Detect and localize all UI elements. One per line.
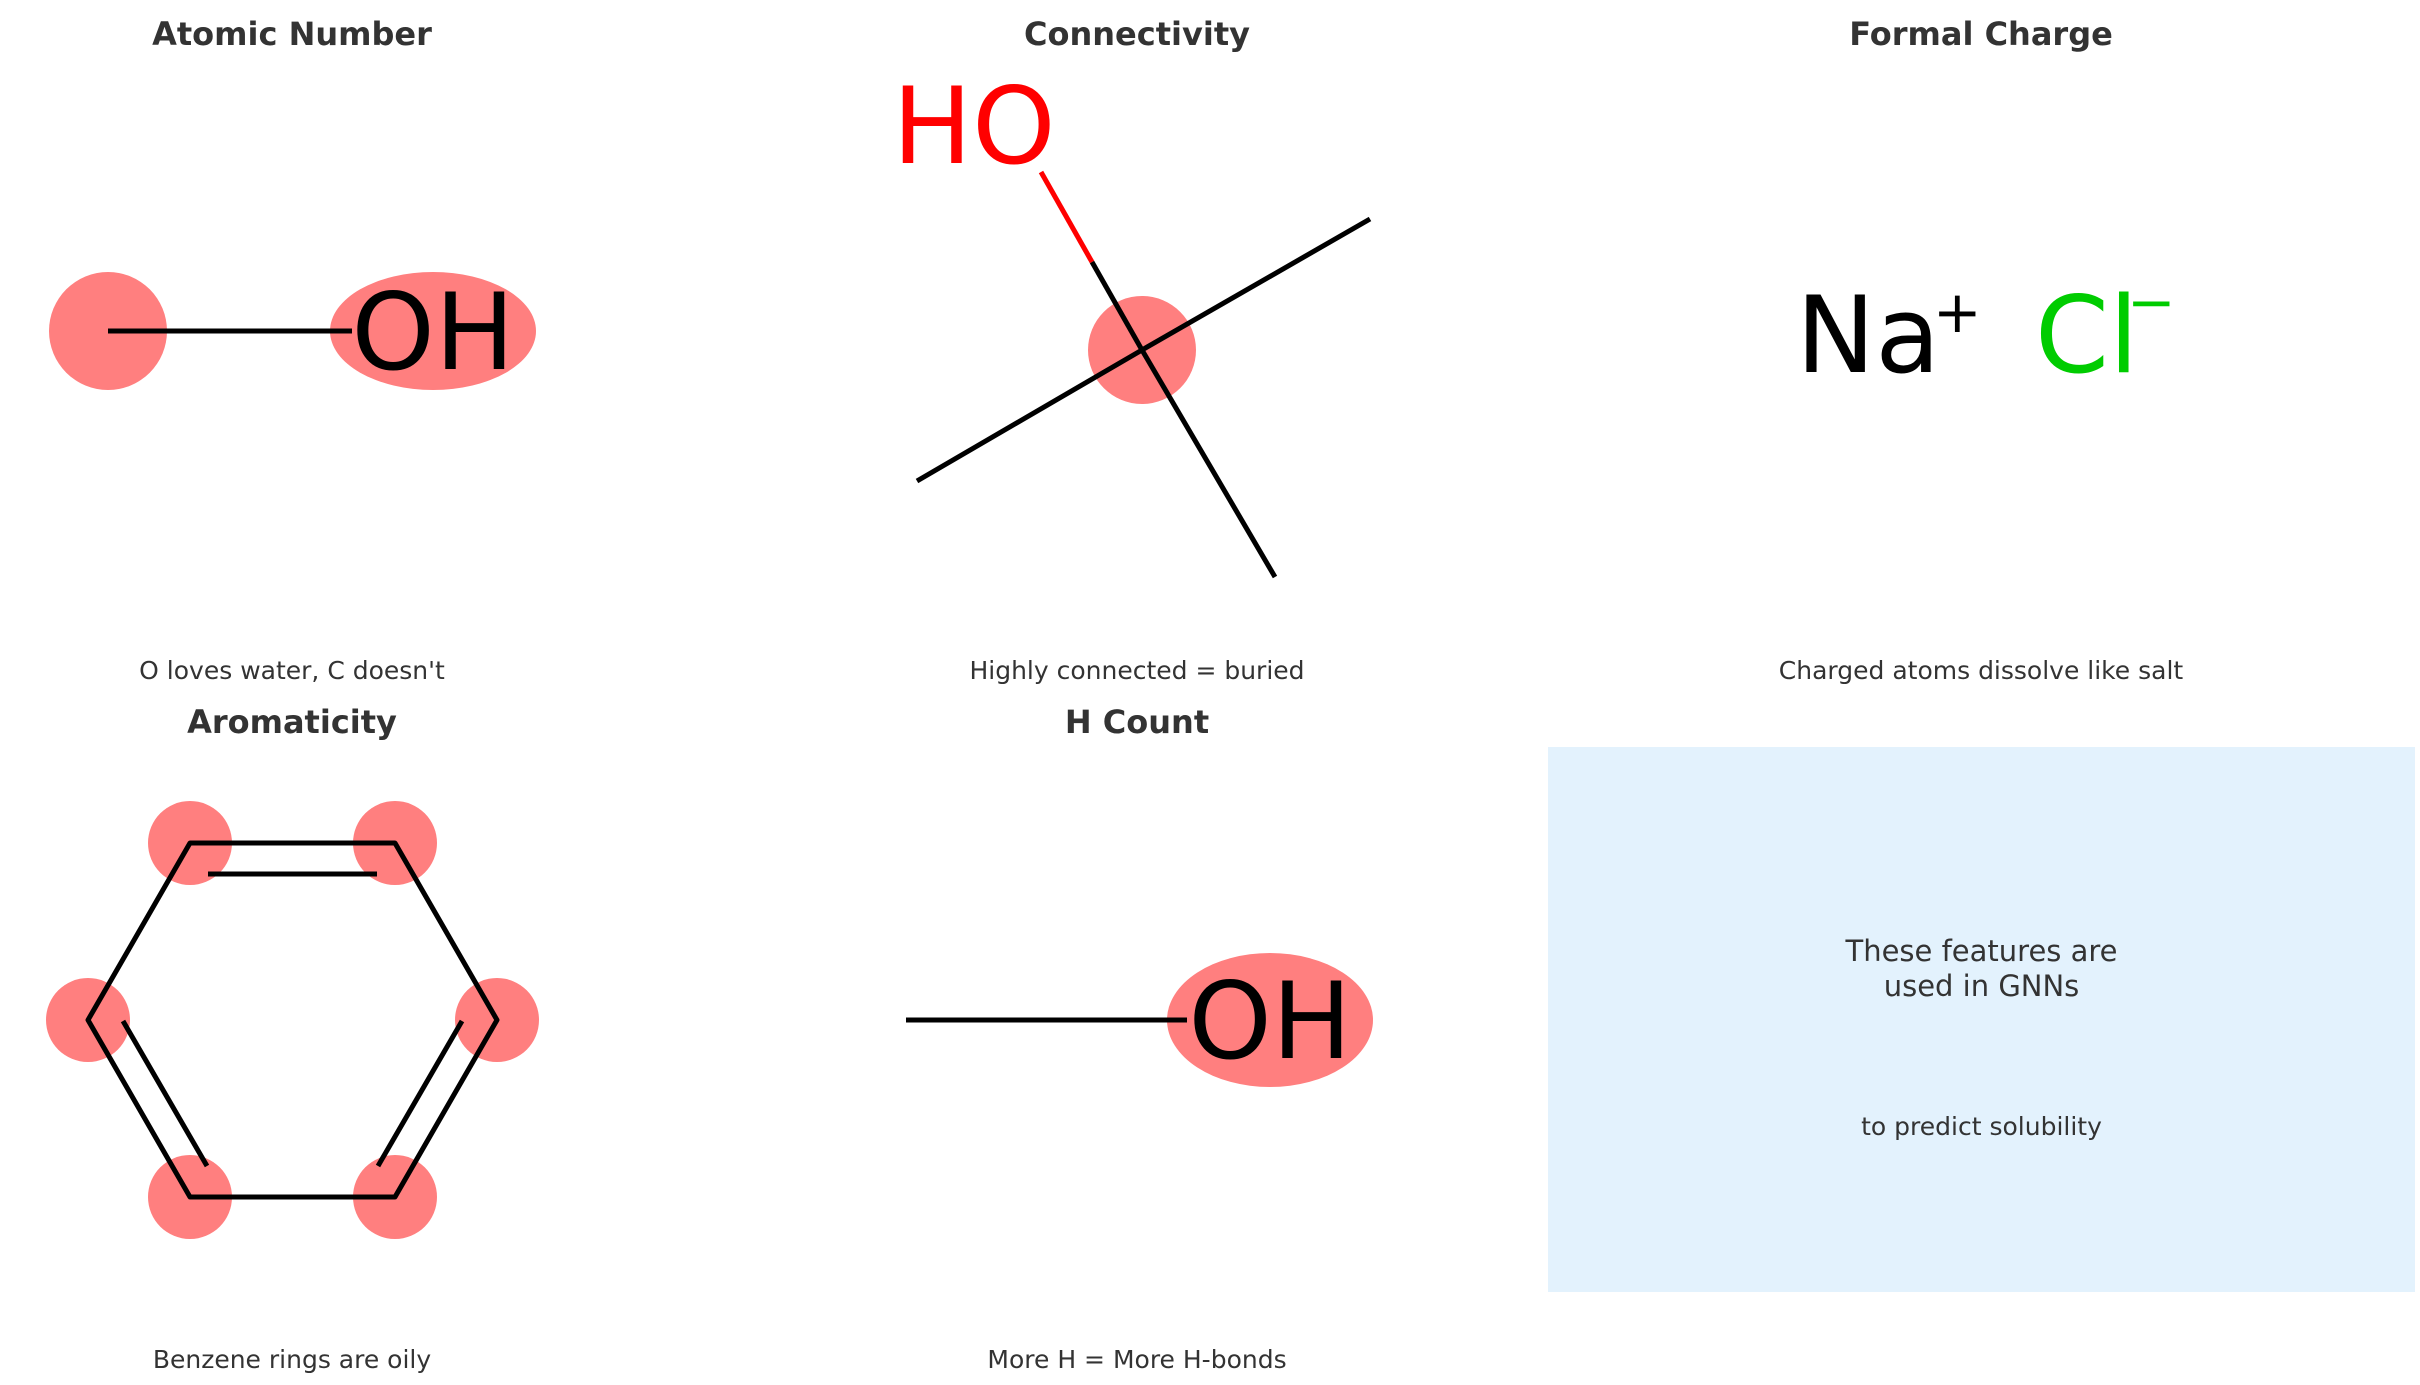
oh-highlight	[1167, 953, 1373, 1087]
caption-h-count: More H = More H-bonds	[987, 1345, 1287, 1374]
title-h-count: H Count	[1064, 703, 1210, 741]
oxygen-highlight	[330, 272, 536, 390]
o-bond-black	[1089, 260, 1145, 352]
caption-atomic-number: O loves water, C doesn't	[139, 656, 445, 685]
ho-label: HO	[892, 65, 1055, 188]
caption-formal-charge: Charged atoms dissolve like salt	[1778, 656, 2184, 685]
benzene-ring	[85, 840, 500, 1200]
oh-label: OH	[351, 271, 514, 394]
info-box: These features are used in GNNs to predi…	[1548, 747, 2415, 1292]
info-main-text: These features are used in GNNs	[1845, 934, 2118, 1003]
methyl-bond-down	[1139, 348, 1278, 579]
info-sub-text: to predict solubility	[1861, 1112, 2102, 1141]
title-atomic-number: Atomic Number	[152, 15, 432, 53]
title-formal-charge: Formal Charge	[1849, 15, 2113, 53]
sodium-label: Na	[1796, 274, 1940, 397]
title-connectivity: Connectivity	[1024, 15, 1250, 53]
oh-label: OH	[1188, 960, 1351, 1083]
methyl-bond-left	[915, 347, 1144, 484]
double-bond-left	[120, 1019, 210, 1168]
chlorine-label: Cl	[2035, 274, 2138, 397]
double-bond-right	[375, 1019, 465, 1168]
caption-connectivity: Highly connected = buried	[969, 656, 1305, 685]
chlorine-charge: −	[2127, 268, 2176, 336]
caption-aromaticity: Benzene rings are oily	[152, 1345, 432, 1374]
o-bond-red	[1038, 170, 1095, 264]
sodium-charge: +	[1933, 278, 1982, 346]
methyl-bond-right	[1140, 216, 1372, 353]
title-aromaticity: Aromaticity	[187, 703, 397, 741]
